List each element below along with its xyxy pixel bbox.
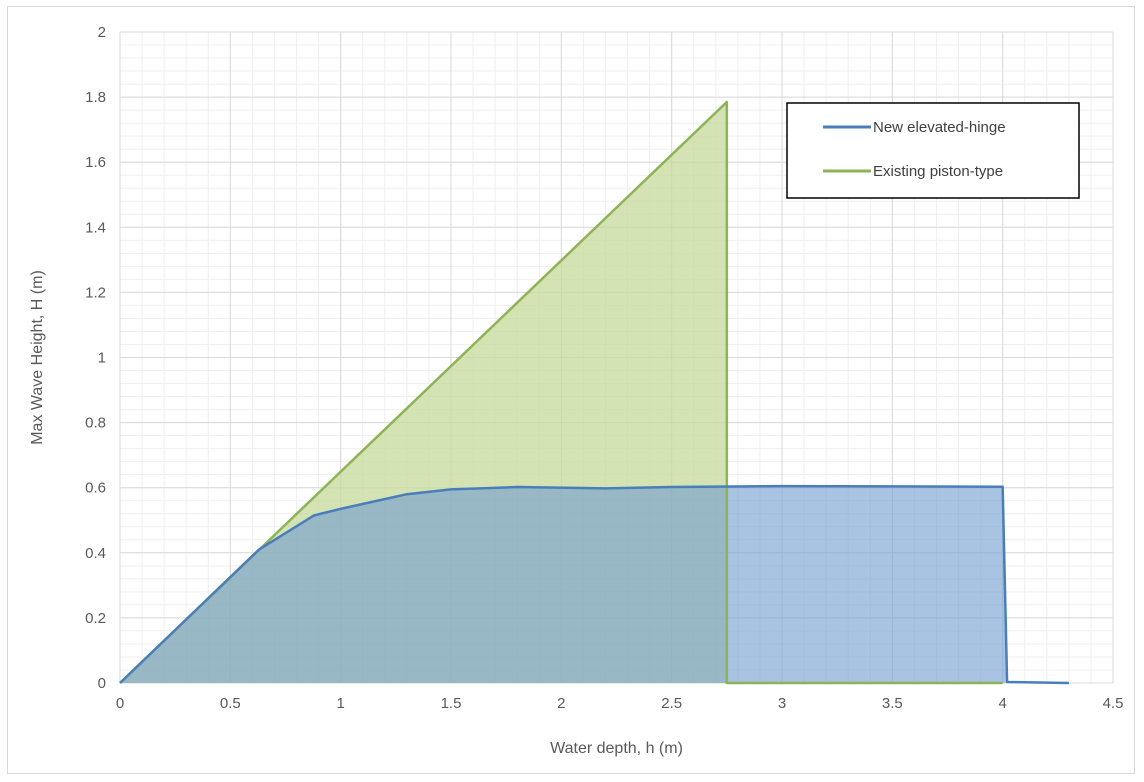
y-tick-labels: 0 0.2 0.4 0.6 0.8 1 1.2 1.4 1.6 1.8 2 [85,24,106,692]
y-tick-label: 1.2 [85,284,106,301]
x-tick-label: 4 [998,695,1006,712]
x-tick-label: 1 [336,695,344,712]
x-tick-label: 2.5 [661,695,682,712]
x-tick-label: 4.5 [1103,695,1124,712]
x-tick-label: 3.5 [882,695,903,712]
series-line-1 [119,100,1003,685]
legend-box [786,102,1080,199]
legend: New elevated-hinge Existing piston-type [786,102,1080,199]
y-tick-label: 0 [98,675,106,692]
x-axis-title: Water depth, h (m) [550,740,683,757]
y-tick-label: 0.4 [85,545,106,562]
series-line-2 [119,484,1069,685]
y-tick-label: 2 [98,24,106,41]
legend-label-2: New elevated-hinge [873,119,1006,136]
y-tick-label: 1.4 [85,219,106,236]
y-tick-label: 1.8 [85,89,106,106]
y-axis-title: Max Wave Height, H (m) [29,270,46,445]
series-area-2 [120,486,1069,683]
series-lines [119,100,1069,685]
x-tick-label: 3 [778,695,786,712]
y-tick-label: 1 [98,350,106,367]
x-tick-label: 0.5 [220,695,241,712]
x-tick-label: 2 [557,695,565,712]
y-tick-label: 0.2 [85,610,106,627]
y-tick-label: 0.8 [85,415,106,432]
x-tick-label: 0 [116,695,124,712]
series-areas [120,101,1069,684]
y-tick-label: 0.6 [85,480,106,497]
x-tick-labels: 0 0.5 1 1.5 2 2.5 3 3.5 4 4.5 [116,695,1124,712]
y-tick-label: 1.6 [85,154,106,171]
legend-label-1: Existing piston-type [873,163,1003,180]
x-tick-label: 1.5 [441,695,462,712]
